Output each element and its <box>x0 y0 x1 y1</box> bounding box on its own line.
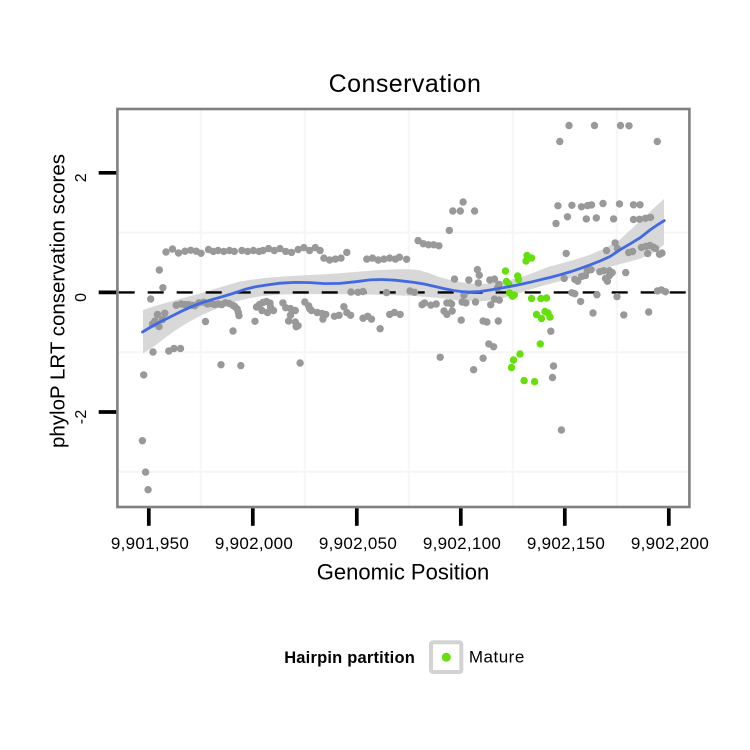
svg-text:Conservation: Conservation <box>329 70 482 98</box>
svg-text:9,902,050: 9,902,050 <box>319 534 397 553</box>
svg-text:-2: -2 <box>73 409 90 424</box>
svg-text:9,902,100: 9,902,100 <box>423 534 501 553</box>
svg-text:0: 0 <box>73 293 90 302</box>
svg-text:phyloP LRT conservation scores: phyloP LRT conservation scores <box>47 154 70 448</box>
svg-text:Hairpin partition: Hairpin partition <box>284 649 415 667</box>
svg-text:9,902,000: 9,902,000 <box>215 534 293 553</box>
svg-text:9,902,200: 9,902,200 <box>631 534 709 553</box>
svg-text:9,902,150: 9,902,150 <box>527 534 605 553</box>
svg-text:9,901,950: 9,901,950 <box>111 534 189 553</box>
svg-text:2: 2 <box>73 173 90 182</box>
svg-text:Genomic Position: Genomic Position <box>317 560 489 585</box>
svg-text:Mature: Mature <box>469 648 525 667</box>
